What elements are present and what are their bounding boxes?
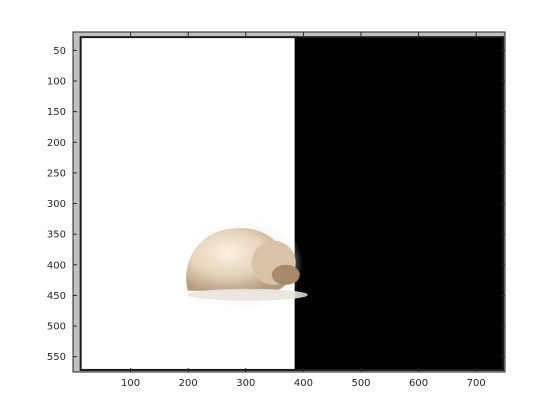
x-tick-label: 300 (236, 378, 255, 389)
image-display (79, 36, 505, 371)
y-tick-label: 500 (47, 322, 66, 333)
y-tick-label: 550 (47, 352, 66, 363)
y-axis: 50 100 150 200 250 300 350 400 450 500 550 (47, 46, 505, 363)
x-tick-label: 400 (294, 378, 313, 389)
y-tick-label: 50 (53, 46, 66, 57)
right-black-panel (294, 38, 503, 369)
x-tick-label: 700 (467, 378, 486, 389)
x-tick-label: 600 (409, 378, 428, 389)
sleeping-dog-icon (186, 215, 345, 315)
x-tick-label: 100 (121, 378, 140, 389)
y-tick-label: 150 (47, 107, 66, 118)
x-axis: 100 200 300 400 500 600 700 (121, 32, 486, 389)
left-white-panel (81, 38, 295, 369)
y-tick-label: 300 (47, 199, 66, 210)
y-tick-label: 250 (47, 168, 66, 179)
y-tick-label: 450 (47, 291, 66, 302)
y-tick-label: 100 (47, 77, 66, 88)
x-tick-label: 200 (179, 378, 198, 389)
y-tick-label: 400 (47, 260, 66, 271)
x-tick-label: 500 (351, 378, 370, 389)
y-tick-label: 350 (47, 230, 66, 241)
axes-frame (72, 31, 506, 373)
y-tick-label: 200 (47, 138, 66, 149)
